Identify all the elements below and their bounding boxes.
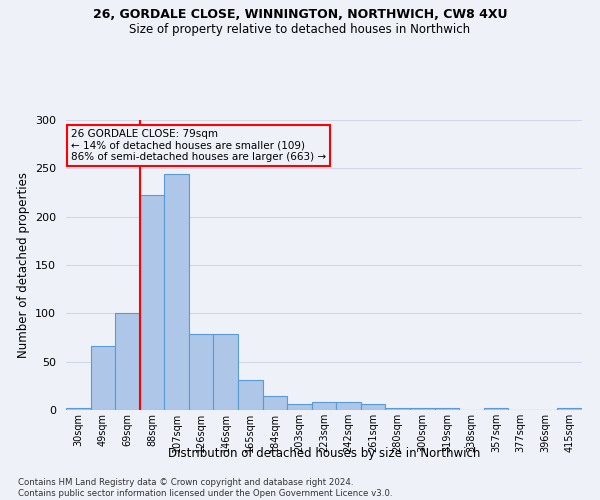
Text: Contains HM Land Registry data © Crown copyright and database right 2024.
Contai: Contains HM Land Registry data © Crown c… (18, 478, 392, 498)
Text: 26 GORDALE CLOSE: 79sqm
← 14% of detached houses are smaller (109)
86% of semi-d: 26 GORDALE CLOSE: 79sqm ← 14% of detache… (71, 128, 326, 162)
Bar (484, 408, 508, 410)
Bar (238, 380, 263, 410)
Bar (115, 314, 140, 410)
Bar (336, 402, 361, 410)
Bar (263, 396, 287, 410)
Text: Size of property relative to detached houses in Northwich: Size of property relative to detached ho… (130, 22, 470, 36)
Text: 26, GORDALE CLOSE, WINNINGTON, NORTHWICH, CW8 4XU: 26, GORDALE CLOSE, WINNINGTON, NORTHWICH… (93, 8, 507, 20)
Bar (287, 404, 312, 410)
Bar (361, 404, 385, 410)
Bar (164, 174, 189, 410)
Bar (410, 408, 434, 410)
Y-axis label: Number of detached properties: Number of detached properties (17, 172, 29, 358)
Bar (214, 334, 238, 410)
Bar (91, 346, 115, 410)
Bar (557, 408, 582, 410)
Bar (385, 408, 410, 410)
Bar (312, 402, 336, 410)
Bar (140, 196, 164, 410)
Bar (189, 334, 214, 410)
Bar (434, 408, 459, 410)
Bar (66, 408, 91, 410)
Text: Distribution of detached houses by size in Northwich: Distribution of detached houses by size … (168, 448, 480, 460)
